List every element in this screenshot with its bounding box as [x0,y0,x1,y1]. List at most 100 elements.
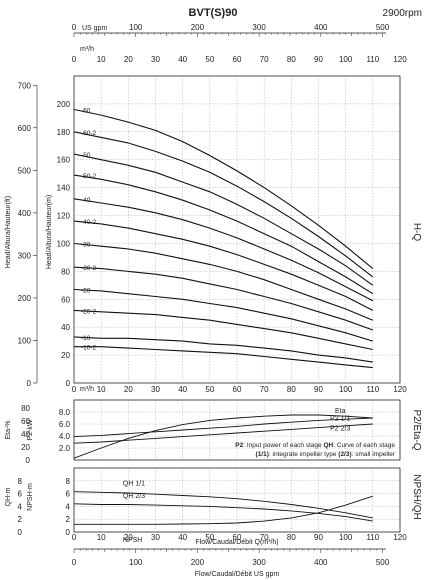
hq-y-tick: 60 [61,295,70,304]
hq-curve-label: -10 [81,335,91,342]
p2-y-tick: 6.0 [59,420,71,429]
qh-y-tick: 2 [18,515,23,524]
hq-y-tick: 0 [66,379,71,388]
hq-curve-40-2 [73,220,374,311]
hq-curve-20-2 [73,309,373,351]
p2-y-label: P2-kW [27,419,34,440]
flow-x-tick: 40 [178,533,187,542]
hq-curve-label: -50 [81,152,91,159]
bottom-gpm-tick: 200 [191,558,205,567]
hq-x-tick-bottom: 40 [178,385,187,394]
npsh-y-tick: 2 [66,515,71,524]
hq-y-tick: 120 [57,212,71,221]
chart-title: BVT(S)90 [189,7,238,19]
qh-y-tick: 8 [18,477,23,486]
hq-x-tick-top: 40 [178,55,187,64]
hq-curve-40 [73,198,374,302]
hq-x-tick-bottom: 100 [339,385,353,394]
p2-curve-1 [73,414,373,459]
flow-x-tick: 0 [72,533,77,542]
flow-x-tick: 70 [260,533,269,542]
top-gpm-tick: 300 [252,23,266,32]
npsh-curve-label: NPSH [123,537,142,544]
flow-x-tick: 80 [287,533,296,542]
hq-curve-label: -20 [81,288,91,295]
hq-y2-tick: 200 [18,294,32,303]
hq-curve-30 [73,242,374,321]
hq-y-tick: 180 [57,128,71,137]
hq-curve-30-2 [73,266,373,331]
bottom-gpm-tick: 500 [376,558,390,567]
top-gpm-tick: 500 [376,23,390,32]
npsh-y-tick: 4 [66,502,71,511]
hq-y-tick: 160 [57,156,71,165]
hq-y2-tick: 300 [18,251,32,260]
p2-curve-label: P2 2/3 [330,425,350,432]
hq-y-tick: 200 [57,100,71,109]
hq-x-tick-bottom: 0 [72,385,77,394]
hq-curve-label: -60-2 [81,130,97,137]
hq-x-tick-bottom: 20 [124,385,133,394]
hq-x-unit: m³/h [80,46,94,53]
hq-x-tick-bottom: 80 [287,385,296,394]
hq-curve-label: -30-2 [81,265,97,272]
hq-curve-label: -40 [81,197,91,204]
p2-note-qh: QH [323,442,333,449]
hq-x-tick-top: 30 [151,55,160,64]
npsh-y-tick: 6 [66,490,71,499]
hq-curve-label: -30 [81,241,91,248]
top-gpm-tick: 400 [314,23,328,32]
qh-y-tick: 0 [18,528,23,537]
p2-side-label: P2/Eta-Q [411,409,422,450]
hq-y2-label: Head/Altura/Hauteur(ft) [5,196,12,268]
hq-panel: -60-60-2-50-50-2-40-40-2-30-30-2-20-20-2… [18,55,408,394]
p2-note-p2: P2 [235,442,243,449]
gpm-axis-label: Flow/Caudal/Débit US gpm [195,571,280,578]
flow-x-tick: 60 [233,533,242,542]
eta-y-tick: 80 [21,404,30,413]
hq-x-tick-top: 50 [205,55,214,64]
hq-side-label: H-Q [411,223,422,242]
eta-y-tick: 40 [21,430,30,439]
flow-x-tick: 50 [205,533,214,542]
hq-y2-tick: 500 [18,166,32,175]
p2-curve-label: P2 1/1 [330,416,350,423]
qh-y-label: QH-m [5,488,12,507]
hq-curve-50-2 [73,174,374,295]
hq-y-tick: 140 [57,184,71,193]
hq-x-tick-top: 110 [366,55,379,64]
p2-note-text-d: : small impeller [352,451,396,458]
hq-x-tick-top: 70 [260,55,269,64]
top-gpm-tick: 0 [72,23,77,32]
p2-note-23: (2/3) [338,451,351,458]
flow-x-tick: 20 [124,533,133,542]
hq-x-tick-bottom: 70 [260,385,269,394]
hq-curve-label: -10-2 [81,345,97,352]
qh-y-tick: 4 [18,502,23,511]
hq-y-tick: 100 [57,239,71,248]
p2-note-line-1: P2: Input power of each stage QH: Curve … [235,442,395,449]
hq-x-tick-top: 60 [233,55,242,64]
hq-curve-label: -60 [81,107,91,114]
bottom-gpm-tick: 300 [252,558,266,567]
hq-x-tick-top: 100 [339,55,353,64]
npsh-curve-label: QH 1/1 [123,480,145,487]
p2-y-tick: 2.0 [59,444,71,453]
hq-x-tick-top: 10 [97,55,106,64]
npsh-y-tick: 8 [66,477,71,486]
flow-x-tick: 10 [97,533,106,542]
bottom-gpm-tick: 0 [72,558,77,567]
hq-y-tick: 80 [61,267,70,276]
npsh-curve-label: QH 2/3 [123,493,145,500]
hq-y2-tick: 400 [18,209,32,218]
p2-note-line-2: (1/1): integrate impeller type (2/3): sm… [256,451,396,458]
p2-curve-label: Eta [335,408,346,415]
hq-x-tick-bottom: 110 [366,385,379,394]
bottom-gpm-tick: 400 [314,558,328,567]
hq-x-tick-bottom: 60 [233,385,242,394]
p2-y-tick: 8.0 [59,408,71,417]
top-gpm-tick: 200 [191,23,205,32]
